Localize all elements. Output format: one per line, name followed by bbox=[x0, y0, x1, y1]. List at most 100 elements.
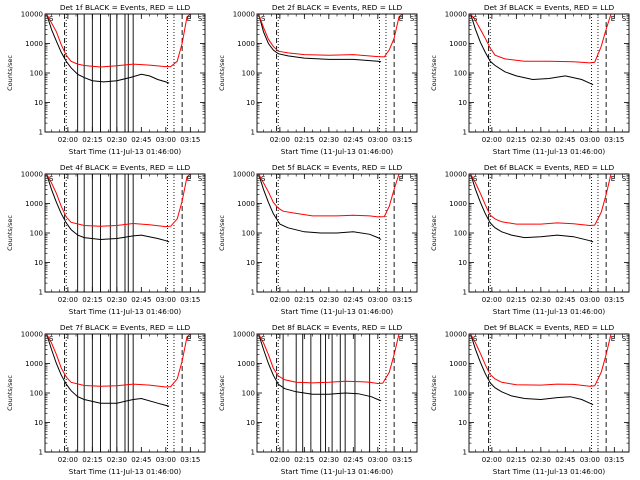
x-axis-label: Start Time (11-Jul-13 01:46:00) bbox=[69, 147, 182, 156]
y-tick-label: 10 bbox=[34, 259, 43, 267]
y-tick-label: 100 bbox=[30, 70, 43, 78]
y-tick-label: 100 bbox=[242, 390, 255, 398]
x-axis-label: Start Time (11-Jul-13 01:46:00) bbox=[493, 307, 606, 316]
x-axis-label: Start Time (11-Jul-13 01:46:00) bbox=[69, 467, 182, 476]
segment-marker-label: E bbox=[187, 15, 191, 23]
y-axis-label: Counts/sec bbox=[6, 375, 14, 411]
y-tick-label: 1000 bbox=[449, 200, 467, 208]
y-axis-label: Counts/sec bbox=[6, 215, 14, 251]
x-tick-label: 02:45 bbox=[343, 296, 363, 304]
segment-marker-label: E bbox=[399, 335, 403, 343]
x-tick-label: 02:30 bbox=[531, 456, 551, 464]
y-tick-label: 100 bbox=[242, 70, 255, 78]
plot-frame bbox=[256, 333, 418, 453]
series-line-events bbox=[470, 13, 594, 86]
x-tick-label: 02:30 bbox=[107, 136, 127, 144]
x-tick-label: 02:00 bbox=[270, 136, 290, 144]
series-line-events bbox=[470, 173, 594, 243]
x-tick-label: 02:45 bbox=[131, 456, 151, 464]
x-tick-label: 02:45 bbox=[131, 136, 151, 144]
segment-marker-label: S bbox=[49, 335, 54, 343]
y-tick-label: 10000 bbox=[233, 331, 255, 339]
segment-marker-label: S bbox=[622, 175, 627, 183]
x-tick-label: 03:00 bbox=[580, 456, 600, 464]
x-tick-label: 03:00 bbox=[580, 296, 600, 304]
x-tick-label: 02:15 bbox=[294, 456, 314, 464]
y-tick-label: 10 bbox=[34, 99, 43, 107]
series-line-lld bbox=[258, 173, 400, 218]
x-tick-label: 02:00 bbox=[58, 456, 78, 464]
segment-marker-label: E bbox=[187, 175, 191, 183]
y-tick-label: 100 bbox=[30, 230, 43, 238]
series-line-lld bbox=[470, 173, 612, 227]
x-tick-label: 03:00 bbox=[156, 456, 176, 464]
y-tick-label: 10 bbox=[34, 419, 43, 427]
segment-marker-label: S bbox=[198, 175, 203, 183]
y-tick-label: 100 bbox=[454, 230, 467, 238]
x-tick-label: 02:30 bbox=[319, 136, 339, 144]
x-tick-label: 03:15 bbox=[180, 456, 200, 464]
segment-marker-label: S bbox=[261, 175, 266, 183]
x-tick-label: 02:45 bbox=[555, 456, 575, 464]
chart-title: Det 6f BLACK = Events, RED = LLD bbox=[484, 163, 615, 172]
x-tick-label: 02:00 bbox=[270, 296, 290, 304]
chart-panel-2: Det 2f BLACK = Events, RED = LLD Counts/s… bbox=[218, 3, 418, 156]
y-tick-label: 1 bbox=[463, 449, 467, 457]
plot-frame bbox=[44, 13, 206, 133]
y-tick-label: 1 bbox=[251, 289, 255, 297]
x-tick-label: 03:00 bbox=[368, 456, 388, 464]
y-tick-label: 1 bbox=[39, 129, 43, 137]
x-axis-label: Start Time (11-Jul-13 01:46:00) bbox=[493, 147, 606, 156]
x-axis-label: Start Time (11-Jul-13 01:46:00) bbox=[69, 307, 182, 316]
chart-title: Det 3f BLACK = Events, RED = LLD bbox=[484, 3, 615, 12]
y-tick-label: 1000 bbox=[25, 40, 43, 48]
y-tick-label: 1000 bbox=[449, 40, 467, 48]
chart-title: Det 1f BLACK = Events, RED = LLD bbox=[60, 3, 191, 12]
plot-frame bbox=[468, 333, 630, 453]
x-tick-label: 02:30 bbox=[319, 296, 339, 304]
segment-marker-label: S bbox=[261, 335, 266, 343]
y-tick-label: 10000 bbox=[21, 331, 43, 339]
y-tick-label: 10 bbox=[246, 99, 255, 107]
series-line-lld bbox=[258, 333, 400, 385]
y-tick-label: 1000 bbox=[449, 360, 467, 368]
y-tick-label: 1000 bbox=[237, 360, 255, 368]
x-tick-label: 02:15 bbox=[82, 136, 102, 144]
segment-marker-label: E bbox=[611, 335, 615, 343]
y-tick-label: 1 bbox=[463, 289, 467, 297]
plot-frame bbox=[44, 333, 206, 453]
x-tick-label: 03:15 bbox=[392, 296, 412, 304]
x-tick-label: 02:00 bbox=[58, 136, 78, 144]
segment-marker-label: E bbox=[611, 175, 615, 183]
x-tick-label: 02:15 bbox=[294, 296, 314, 304]
y-tick-label: 100 bbox=[454, 390, 467, 398]
x-tick-label: 03:15 bbox=[180, 136, 200, 144]
series-line-lld bbox=[470, 13, 612, 64]
y-axis-label: Counts/sec bbox=[430, 375, 438, 411]
y-tick-label: 10000 bbox=[445, 331, 467, 339]
series-line-events bbox=[470, 333, 594, 406]
x-tick-label: 02:00 bbox=[270, 456, 290, 464]
x-tick-label: 02:00 bbox=[482, 136, 502, 144]
x-tick-label: 02:30 bbox=[319, 456, 339, 464]
y-tick-label: 1000 bbox=[25, 360, 43, 368]
segment-marker-label: S bbox=[49, 15, 54, 23]
plot-frame bbox=[44, 173, 206, 293]
series-line-events bbox=[258, 13, 382, 63]
chart-panel-1: Det 1f BLACK = Events, RED = LLD Counts/s… bbox=[6, 3, 206, 156]
x-tick-label: 03:15 bbox=[604, 456, 624, 464]
y-tick-label: 1 bbox=[251, 129, 255, 137]
x-tick-label: 03:00 bbox=[368, 136, 388, 144]
series-line-lld bbox=[46, 13, 191, 68]
x-tick-label: 03:00 bbox=[580, 136, 600, 144]
segment-marker-label: S bbox=[198, 15, 203, 23]
x-tick-label: 02:30 bbox=[107, 296, 127, 304]
chart-panel-5: Det 5f BLACK = Events, RED = LLD Counts/s… bbox=[218, 163, 418, 316]
y-tick-label: 100 bbox=[242, 230, 255, 238]
series-line-lld bbox=[46, 173, 191, 228]
x-tick-label: 02:45 bbox=[343, 136, 363, 144]
chart-panel-6: Det 6f BLACK = Events, RED = LLD Counts/s… bbox=[430, 163, 630, 316]
x-tick-label: 03:15 bbox=[604, 136, 624, 144]
y-axis-label: Counts/sec bbox=[218, 215, 226, 251]
